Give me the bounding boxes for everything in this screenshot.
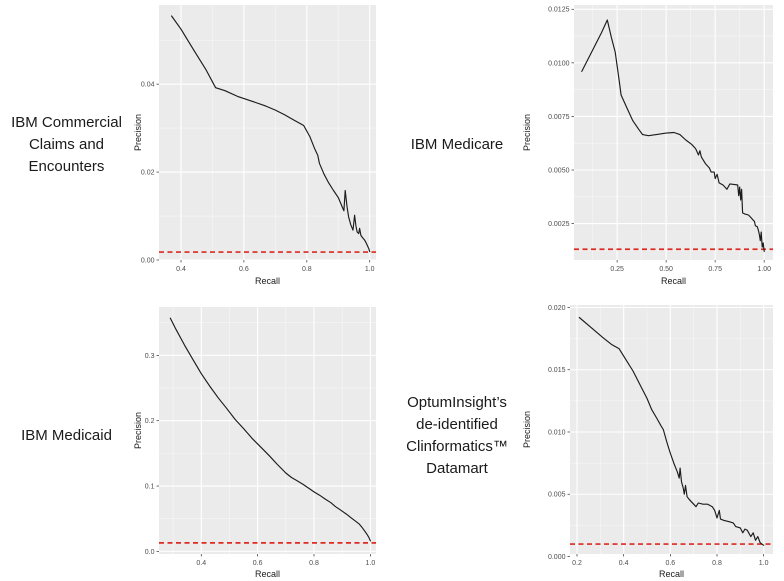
panel-ibm-ccae: IBM Commercial Claims and Encounters 0.4… <box>0 0 392 290</box>
svg-text:Recall: Recall <box>255 569 280 579</box>
svg-text:0.005: 0.005 <box>548 492 566 499</box>
svg-text:0.4: 0.4 <box>176 266 186 273</box>
dataset-label-ibm-medicaid: IBM Medicaid <box>21 426 112 444</box>
svg-text:0.4: 0.4 <box>196 560 206 567</box>
pr-chart-optum-clinformatics: 0.2 0.4 0.6 0.8 1.0 0.000 0.005 0.010 0.015 0.020… <box>522 305 773 579</box>
svg-text:0.0100: 0.0100 <box>548 60 570 67</box>
svg-text:0.00: 0.00 <box>141 257 155 264</box>
svg-text:0.015: 0.015 <box>548 367 566 374</box>
svg-text:Precision: Precision <box>133 412 143 449</box>
svg-text:0.6: 0.6 <box>253 560 263 567</box>
svg-text:1.0: 1.0 <box>759 560 769 567</box>
svg-text:0.0: 0.0 <box>145 549 155 556</box>
svg-text:0.02: 0.02 <box>141 169 155 176</box>
panel-ibm-medicare: IBM Medicare 0.25 0.50 0.75 1.00 0.0025 0.005… <box>392 0 784 290</box>
svg-text:0.3: 0.3 <box>145 353 155 360</box>
svg-text:0.50: 0.50 <box>659 266 673 273</box>
svg-text:0.0075: 0.0075 <box>548 114 570 121</box>
svg-text:0.020: 0.020 <box>548 305 566 312</box>
chart-box-ibm-medicaid: 0.4 0.6 0.8 1.0 0.0 0.1 0.2 0.3 Recall Precision <box>133 290 384 581</box>
svg-text:0.8: 0.8 <box>712 560 722 567</box>
panel-ibm-medicaid: IBM Medicaid 0.4 0.6 0.8 1.0 0.0 0.1 0.2 0.3 Rec… <box>0 290 392 581</box>
svg-text:0.000: 0.000 <box>548 554 566 561</box>
svg-text:0.8: 0.8 <box>309 560 319 567</box>
chart-box-ibm-ccae: 0.4 0.6 0.8 1.0 0.00 0.02 0.04 Recall Precision <box>133 0 384 290</box>
svg-text:1.0: 1.0 <box>365 266 375 273</box>
svg-text:0.8: 0.8 <box>302 266 312 273</box>
svg-text:Precision: Precision <box>522 114 532 151</box>
svg-text:1.00: 1.00 <box>757 266 771 273</box>
dataset-label-optum-clinformatics: OptumInsight’s de-identified Clinformati… <box>406 393 508 477</box>
svg-text:0.2: 0.2 <box>572 560 582 567</box>
svg-text:0.2: 0.2 <box>145 418 155 425</box>
svg-text:0.1: 0.1 <box>145 483 155 490</box>
svg-text:1.0: 1.0 <box>365 560 375 567</box>
dataset-label-ibm-ccae: IBM Commercial Claims and Encounters <box>11 114 122 175</box>
chart-box-ibm-medicare: 0.25 0.50 0.75 1.00 0.0025 0.0050 0.0075 0.0100… <box>522 0 783 290</box>
svg-text:0.04: 0.04 <box>141 82 155 89</box>
svg-text:0.75: 0.75 <box>708 266 722 273</box>
svg-text:0.6: 0.6 <box>665 560 675 567</box>
pr-chart-ibm-ccae: 0.4 0.6 0.8 1.0 0.00 0.02 0.04 Recall Precision <box>133 5 376 286</box>
svg-text:0.6: 0.6 <box>239 266 249 273</box>
svg-text:Recall: Recall <box>659 569 684 579</box>
pr-chart-ibm-medicaid: 0.4 0.6 0.8 1.0 0.0 0.1 0.2 0.3 Recall Precision <box>133 307 376 579</box>
panel-optum-clinformatics: OptumInsight’s de-identified Clinformati… <box>392 290 784 581</box>
svg-text:0.0125: 0.0125 <box>548 7 570 14</box>
dataset-label-ibm-medicare: IBM Medicare <box>410 136 504 153</box>
svg-text:0.0050: 0.0050 <box>548 167 570 174</box>
pr-chart-ibm-medicare: 0.25 0.50 0.75 1.00 0.0025 0.0050 0.0075 0.0100… <box>522 5 773 286</box>
svg-text:Recall: Recall <box>661 276 686 286</box>
chart-box-optum-clinformatics: 0.2 0.4 0.6 0.8 1.0 0.000 0.005 0.010 0.015 0.020… <box>522 290 783 581</box>
svg-text:0.0025: 0.0025 <box>548 221 570 228</box>
svg-text:0.4: 0.4 <box>619 560 629 567</box>
svg-text:Precision: Precision <box>133 114 143 151</box>
svg-text:Precision: Precision <box>522 411 532 448</box>
svg-text:0.010: 0.010 <box>548 429 566 436</box>
svg-text:0.25: 0.25 <box>610 266 624 273</box>
svg-text:Recall: Recall <box>255 276 280 286</box>
